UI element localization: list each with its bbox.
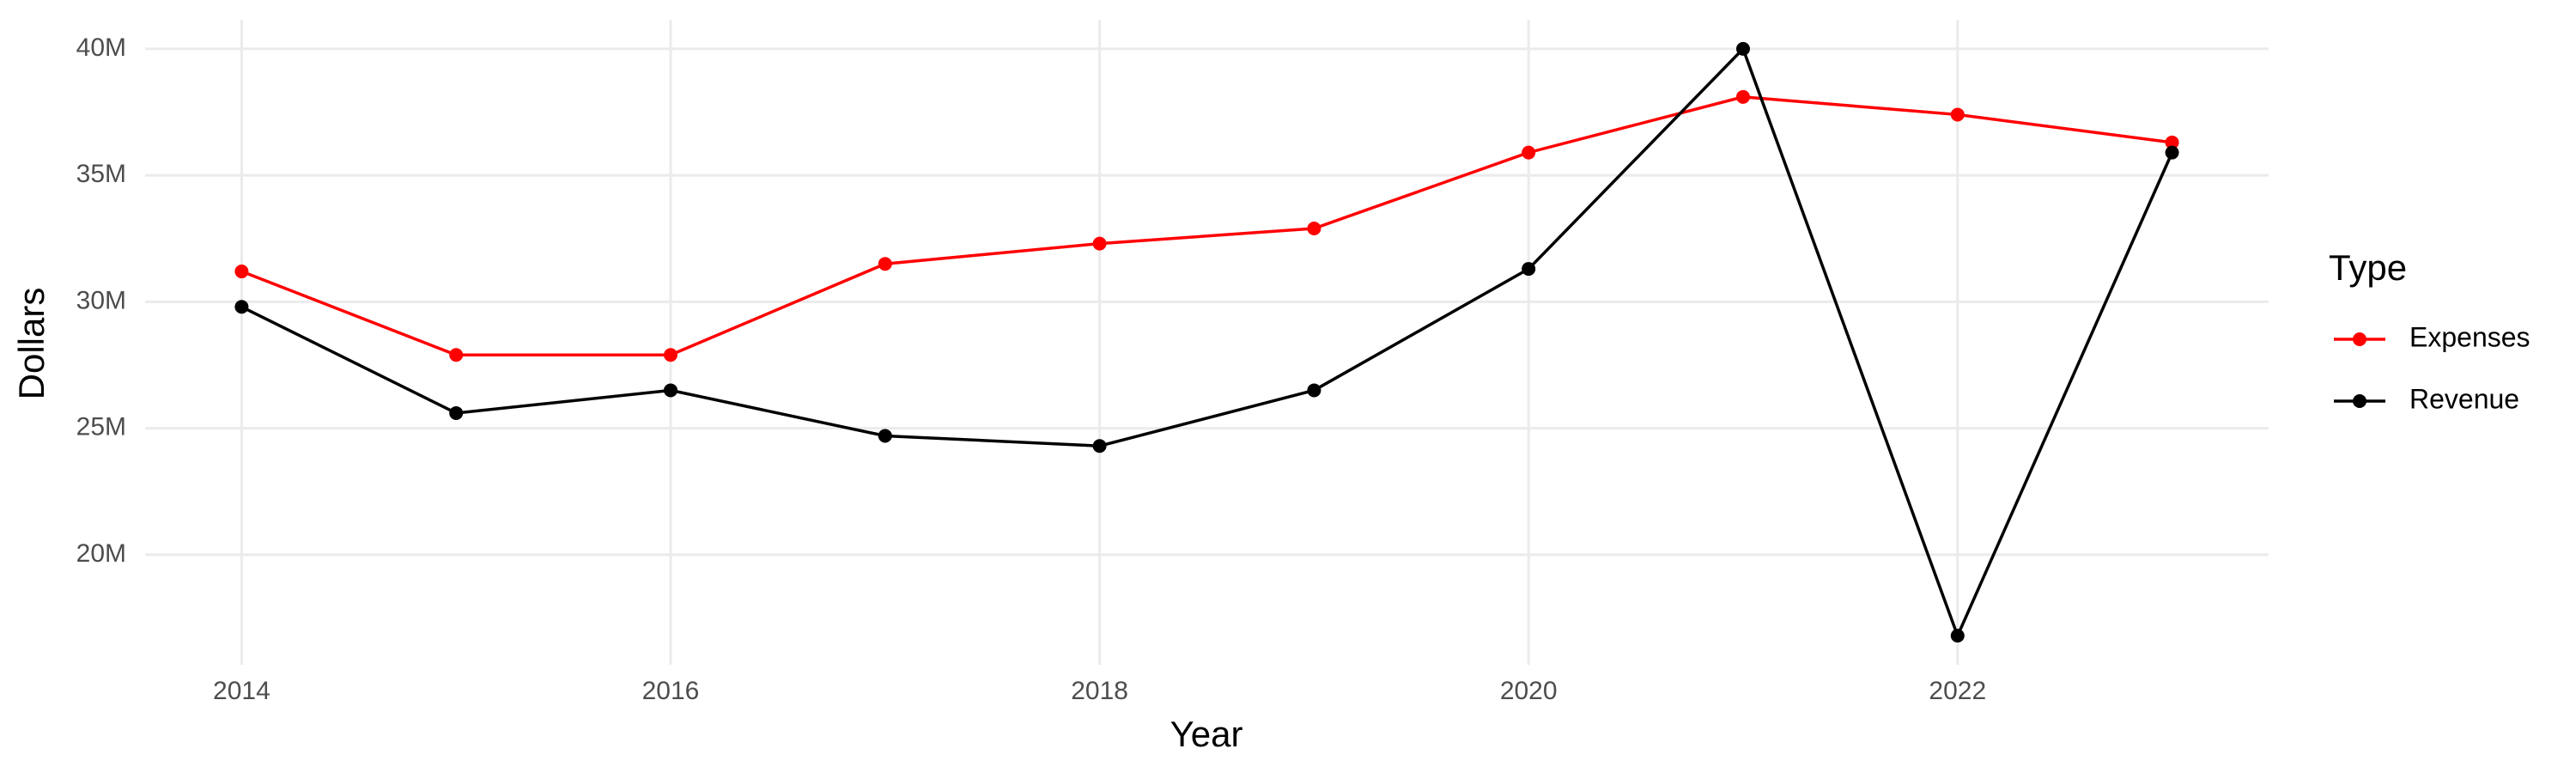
x-axis-title: Year — [1170, 714, 1243, 754]
data-point — [234, 300, 249, 314]
data-point — [2165, 145, 2179, 160]
legend-title: Type — [2329, 247, 2407, 288]
data-point — [1735, 41, 1750, 56]
data-point — [234, 265, 249, 279]
data-point — [2165, 135, 2179, 149]
data-point — [1307, 383, 1321, 398]
y-tick-label: 40M — [76, 33, 126, 62]
data-point — [1092, 236, 1107, 251]
data-point — [878, 257, 892, 271]
data-point — [1950, 629, 1965, 643]
data-point — [1522, 145, 1536, 160]
legend-label: Revenue — [2409, 383, 2519, 414]
data-point — [1522, 262, 1536, 277]
data-point — [1950, 107, 1965, 122]
legend-marker — [2353, 332, 2366, 346]
y-tick-label: 25M — [76, 413, 126, 441]
x-tick-label: 2022 — [1929, 677, 1986, 705]
data-point — [1735, 89, 1750, 104]
data-point — [664, 383, 678, 398]
y-tick-label: 20M — [76, 539, 126, 568]
legend-marker — [2353, 394, 2366, 408]
x-tick-label: 2014 — [213, 677, 270, 705]
data-point — [1092, 439, 1107, 453]
series-line — [240, 46, 2174, 640]
data-point — [449, 405, 464, 420]
y-tick-label: 35M — [76, 160, 126, 188]
x-tick-label: 2016 — [642, 677, 700, 705]
data-point — [1307, 221, 1321, 235]
y-axis-title: Dollars — [11, 288, 52, 400]
data-point — [664, 348, 678, 362]
data-point — [878, 429, 892, 443]
legend-label: Expenses — [2409, 321, 2530, 352]
x-tick-label: 2018 — [1071, 677, 1128, 705]
data-point — [449, 348, 464, 362]
series-line — [240, 95, 2172, 356]
y-tick-label: 30M — [76, 286, 126, 314]
x-tick-label: 2020 — [1500, 677, 1558, 705]
